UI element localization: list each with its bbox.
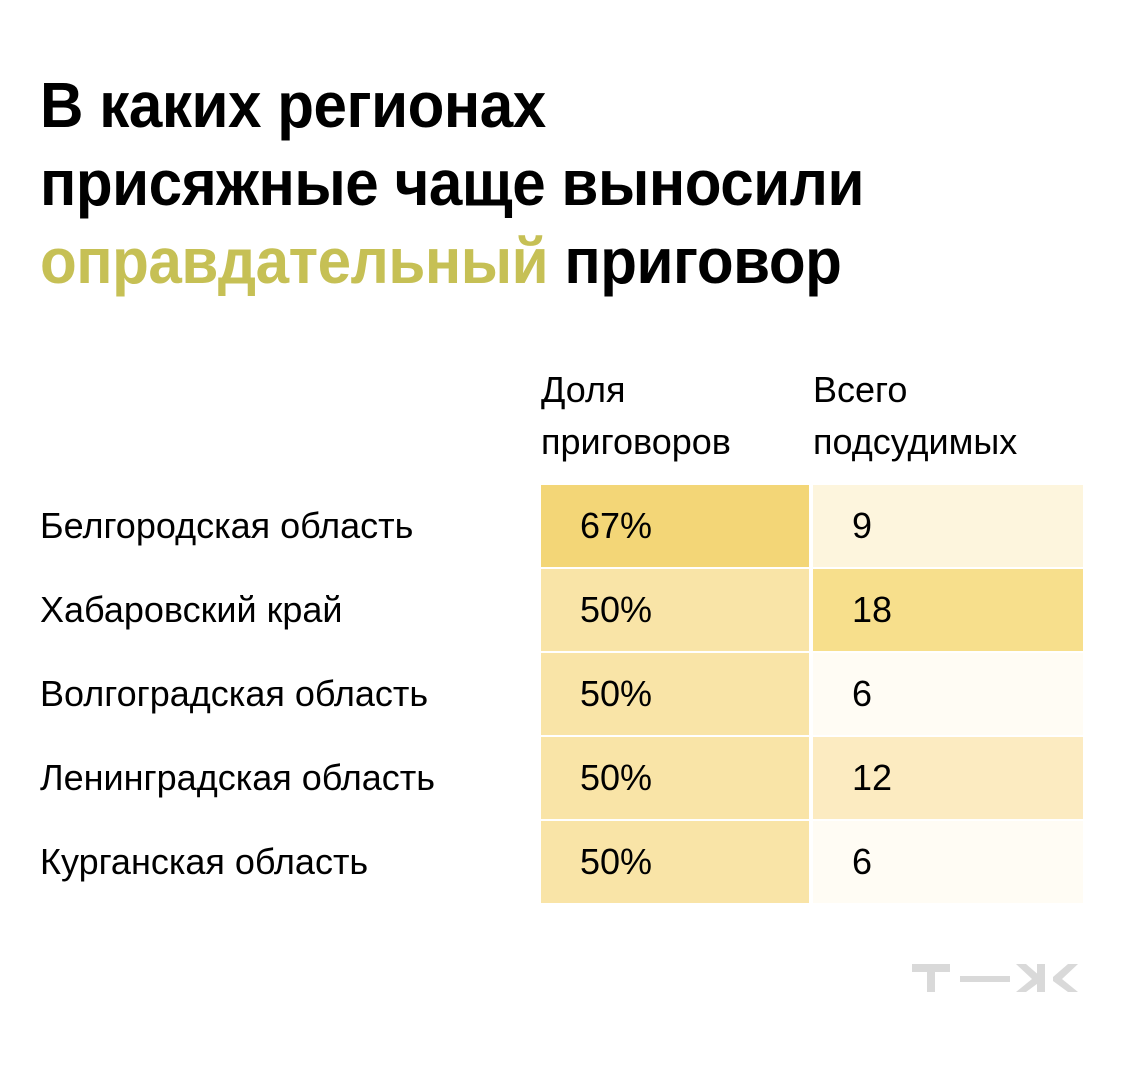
- cell-total: 18: [813, 569, 1083, 651]
- row-region-label: Курганская область: [40, 841, 369, 882]
- title-accent-word: оправдательный: [40, 225, 549, 297]
- column-header-share: Доля приговоров: [541, 364, 731, 468]
- cell-share: 50%: [541, 569, 809, 651]
- title-line-1: В каких регионах: [40, 69, 546, 141]
- column-header-total: Всего подсудимых: [813, 364, 1017, 468]
- cell-share: 50%: [541, 821, 809, 903]
- cell-total: 12: [813, 737, 1083, 819]
- cell-total: 6: [813, 653, 1083, 735]
- title-line-3: оправдательный приговор: [40, 222, 1018, 300]
- title-line-2: присяжные чаще выносили: [40, 147, 864, 219]
- title-line-3-rest: приговор: [548, 225, 842, 297]
- cell-share: 50%: [541, 737, 809, 819]
- column-header-total-line2: подсудимых: [813, 421, 1018, 462]
- column-header-total-line1: Всего: [813, 369, 908, 410]
- column-header-share-line2: приговоров: [541, 421, 731, 462]
- column-header-share-line1: Доля: [541, 369, 626, 410]
- row-region-label: Белгородская область: [40, 505, 414, 546]
- row-region-label: Хабаровский край: [40, 589, 343, 630]
- cell-share: 67%: [541, 485, 809, 567]
- tzh-logo-icon: [912, 964, 1078, 992]
- cell-share: 50%: [541, 653, 809, 735]
- page-title: В каких регионах присяжные чаще выносили…: [40, 66, 1018, 300]
- row-region-label: Волгоградская область: [40, 673, 429, 714]
- cell-total: 9: [813, 485, 1083, 567]
- row-region-label: Ленинградская область: [40, 757, 436, 798]
- cell-total: 6: [813, 821, 1083, 903]
